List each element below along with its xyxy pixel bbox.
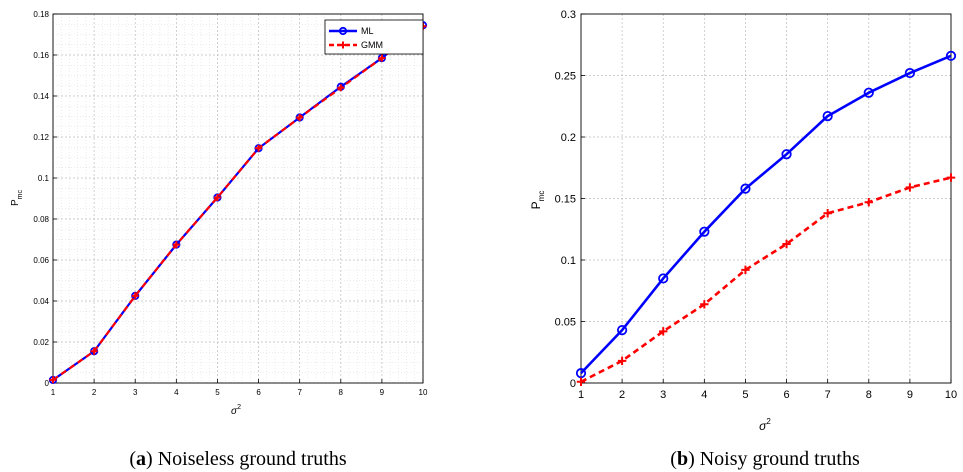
caption-a: (a) Noiseless ground truths <box>129 448 346 470</box>
data-point <box>49 376 57 384</box>
y-tick-label: 0.14 <box>33 92 49 101</box>
x-tick-label: 6 <box>783 389 789 401</box>
data-point <box>213 193 221 201</box>
data-point <box>172 241 180 249</box>
plot-area: 1 2 3 4 5 6 7 8 9 10 0 0.02 0.04 0.06 0.08 0.1 0.12 0.14 0… <box>33 10 428 397</box>
caption-b: (b) Noisy ground truths <box>670 448 860 470</box>
y-tick-label: 0.08 <box>33 215 49 224</box>
data-point <box>296 114 304 122</box>
y-tick-label: 0.25 <box>555 70 576 82</box>
x-tick-label: 8 <box>339 388 344 397</box>
y-tick-label: 0.16 <box>33 51 49 60</box>
y-tick-label: 0.05 <box>555 316 576 328</box>
y-tick-label: 0.15 <box>555 193 576 205</box>
series-1 <box>576 173 956 386</box>
legend-marker-ml <box>338 26 348 36</box>
y-tick-label: 0.2 <box>561 132 576 144</box>
x-tick-label: 9 <box>907 389 913 401</box>
data-point <box>255 144 263 152</box>
data-point <box>946 173 956 182</box>
x-axis-label: σ2 <box>759 417 771 433</box>
data-point <box>904 67 915 79</box>
data-point <box>863 87 874 98</box>
x-tick-label: 3 <box>133 388 138 397</box>
x-tick-label: 10 <box>419 388 428 397</box>
x-tick-label: 5 <box>215 388 220 397</box>
data-point <box>131 292 139 300</box>
y-tick-label: 0.1 <box>561 255 576 267</box>
data-point <box>822 110 833 122</box>
data-point <box>617 356 627 366</box>
x-tick-label: 7 <box>825 389 831 401</box>
data-point <box>823 209 832 218</box>
data-point <box>741 265 750 275</box>
axes-box <box>52 13 424 384</box>
legend-marker-gmm <box>339 41 347 49</box>
series-line <box>580 176 952 383</box>
series-gmm <box>49 22 427 384</box>
plot-background <box>53 14 423 383</box>
x-tick-label: 8 <box>866 389 872 401</box>
y-tick-label: 0.12 <box>33 133 49 142</box>
data-point <box>659 327 668 336</box>
y-axis-label: Pmc <box>10 190 24 207</box>
data-point <box>700 300 709 309</box>
data-point <box>699 226 710 237</box>
data-point <box>378 54 386 62</box>
y-tick-label: 0 <box>570 378 576 390</box>
data-point <box>576 377 586 386</box>
y-tick-label: 0.1 <box>38 174 50 183</box>
y-tick-label: 0.04 <box>33 297 49 306</box>
data-point <box>740 183 751 194</box>
x-axis-label: σ2 <box>231 404 241 417</box>
y-tick-label: 0.3 <box>561 9 576 21</box>
x-tick-label: 4 <box>174 388 179 397</box>
data-point <box>337 84 345 92</box>
data-point <box>90 347 98 355</box>
x-tick-label: 5 <box>742 389 748 401</box>
x-tick-label: 6 <box>256 388 261 397</box>
data-point <box>905 183 915 192</box>
y-tick-label: 0.18 <box>33 10 49 19</box>
series-line <box>52 25 424 381</box>
x-tick-label: 2 <box>92 388 97 397</box>
y-axis-label: Pmc <box>529 191 546 210</box>
x-tick-label: 2 <box>619 389 625 401</box>
chart-panel-b: 1 2 3 4 5 6 7 8 9 10 0 0.05 0.1 0.15 0.2 0.25 0.3 σ2 Pmc… <box>529 9 957 470</box>
data-point <box>617 325 628 336</box>
legend-label-ml: ML <box>361 26 374 36</box>
series-line <box>580 54 952 375</box>
legend: ML GMM <box>324 19 424 55</box>
legend-label-gmm: GMM <box>361 40 383 50</box>
x-tick-label: 1 <box>578 389 584 401</box>
x-tick-label: 3 <box>660 389 666 401</box>
x-tick-label: 1 <box>51 388 56 397</box>
y-tick-label: 0.02 <box>33 338 49 347</box>
data-point <box>945 50 957 61</box>
series-0 <box>575 50 957 379</box>
y-tick-label: 0 <box>45 379 50 388</box>
x-tick-label: 10 <box>945 389 957 401</box>
chart-panel-a: 1 2 3 4 5 6 7 8 9 10 0 0.02 0.04 0.06 0.08 0.1 0.12 0.14 0… <box>10 10 428 470</box>
plot-area: 1 2 3 4 5 6 7 8 9 10 0 0.05 0.1 0.15 0.2 0.25 0.3 <box>555 9 958 401</box>
data-point <box>781 149 792 160</box>
x-tick-label: 4 <box>701 389 707 401</box>
data-point <box>864 197 873 207</box>
data-point <box>782 239 791 249</box>
data-point <box>658 273 669 284</box>
data-point <box>575 368 587 379</box>
x-tick-label: 7 <box>297 388 302 397</box>
y-tick-label: 0.06 <box>33 256 49 265</box>
legend-box <box>324 19 424 55</box>
x-tick-label: 9 <box>380 388 385 397</box>
